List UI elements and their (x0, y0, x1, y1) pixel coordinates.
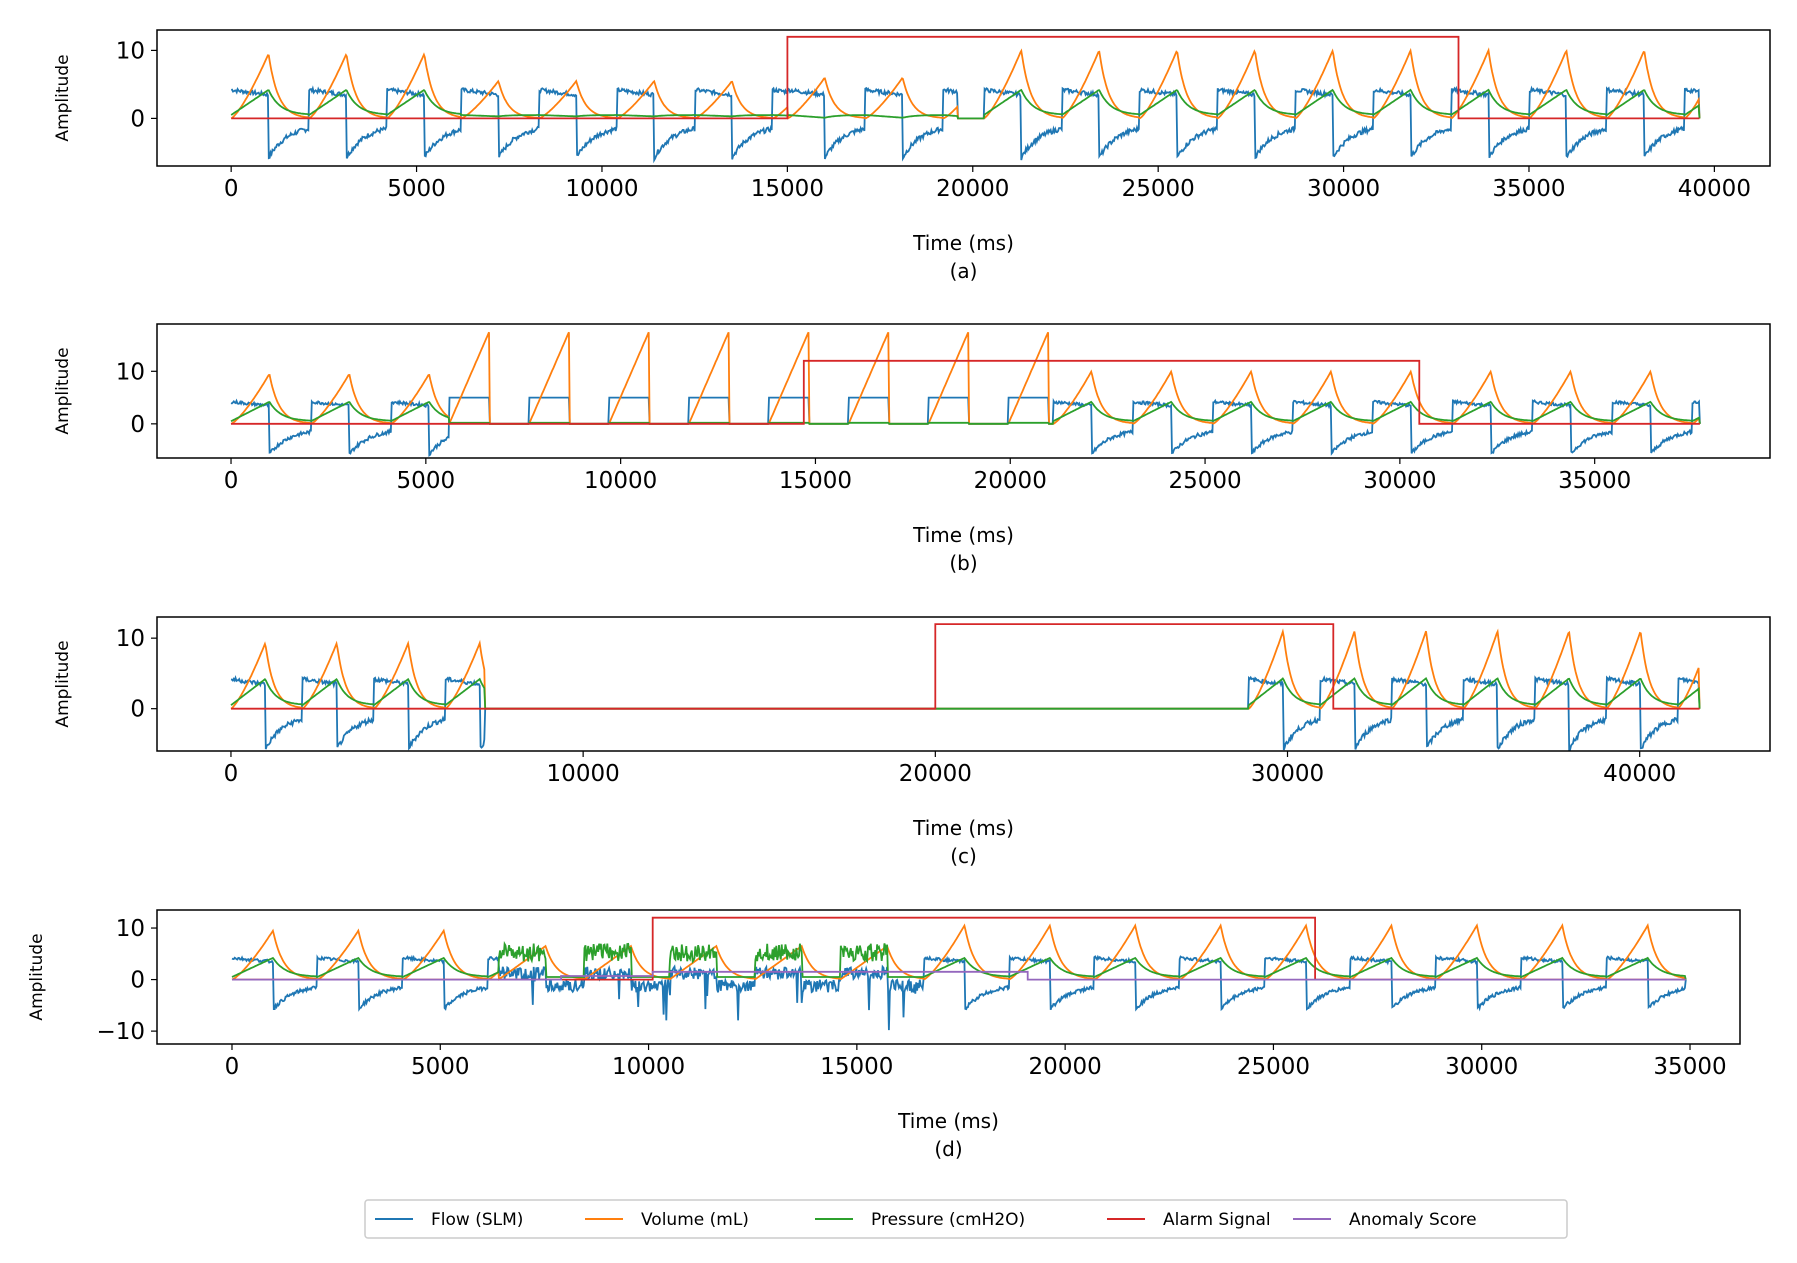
x-tick-label: 15000 (820, 1054, 893, 1080)
y-tick-label: 0 (130, 106, 145, 132)
volume-series (230, 628, 1701, 710)
x-axis-label: Time (ms) (912, 816, 1014, 840)
plot-area (230, 623, 1701, 751)
y-axis-label: Amplitude (53, 640, 73, 727)
y-tick-label: 10 (116, 916, 145, 942)
y-tick-label: 0 (130, 968, 145, 994)
y-axis-label: Amplitude (27, 933, 47, 1020)
y-tick-label: 0 (130, 697, 145, 723)
y-tick-label: −10 (96, 1019, 145, 1045)
x-tick-label: 5000 (387, 176, 446, 202)
subplot-caption: (b) (949, 551, 977, 575)
x-tick-label: 35000 (1558, 468, 1631, 494)
x-tick-label: 25000 (1122, 176, 1195, 202)
flow-series (230, 396, 1701, 457)
axes-frame (156, 616, 1771, 752)
flow-series (231, 85, 1701, 164)
x-tick-label: 0 (224, 761, 239, 787)
x-tick-label: 40000 (1603, 761, 1676, 787)
legend-label: Flow (SLM) (431, 1210, 523, 1230)
x-tick-label: 10000 (565, 176, 638, 202)
legend-label: Pressure (cmH2O) (871, 1210, 1025, 1230)
legend-label: Anomaly Score (1349, 1210, 1477, 1230)
anomaly-series (232, 970, 1686, 981)
volume-series (230, 331, 1701, 427)
x-tick-label: 15000 (779, 468, 852, 494)
x-tick-label: 20000 (899, 761, 972, 787)
x-tick-label: 0 (224, 468, 239, 494)
x-axis-label: Time (ms) (912, 231, 1014, 255)
x-tick-label: 35000 (1653, 1054, 1726, 1080)
x-tick-label: 10000 (612, 1054, 685, 1080)
pressure-series (230, 677, 1701, 710)
subplot-c: 0 10000 20000 30000 40000 0 10 Time (ms) (c) Ampl… (53, 616, 1771, 868)
alarm-series (232, 916, 1686, 981)
legend-label: Alarm Signal (1163, 1210, 1271, 1230)
pressure-series (231, 940, 1687, 980)
legend-frame (364, 1199, 1568, 1239)
legend-label: Volume (mL) (641, 1210, 749, 1230)
volume-series (230, 47, 1701, 120)
x-tick-label: 30000 (1251, 761, 1324, 787)
x-tick-label: 25000 (1237, 1054, 1310, 1080)
subplot-caption: (d) (934, 1137, 962, 1161)
plot-area (230, 35, 1701, 164)
alarm-series (231, 35, 1700, 120)
alarm-series (231, 359, 1700, 425)
y-tick-label: 10 (116, 359, 145, 385)
y-axis-label: Amplitude (53, 54, 73, 141)
x-tick-label: 0 (225, 1054, 240, 1080)
plot-area (231, 916, 1687, 1031)
x-tick-label: 10000 (547, 761, 620, 787)
axes-frame (156, 29, 1771, 167)
x-tick-label: 40000 (1678, 176, 1751, 202)
axes-frame (156, 323, 1771, 459)
subplot-b: 0 5000 10000 15000 20000 25000 30000 35000 0 10 Ti… (53, 323, 1771, 575)
subplot-caption: (c) (950, 844, 977, 868)
x-tick-label: 35000 (1492, 176, 1565, 202)
subplot-caption: (a) (950, 259, 978, 283)
x-tick-label: 30000 (1307, 176, 1380, 202)
y-tick-label: 10 (116, 626, 145, 652)
x-tick-label: 20000 (936, 176, 1009, 202)
plot-area (230, 331, 1701, 457)
x-tick-label: 20000 (1029, 1054, 1102, 1080)
flow-series (230, 675, 1701, 751)
x-tick-label: 5000 (411, 1054, 470, 1080)
x-axis-label: Time (ms) (897, 1109, 999, 1133)
x-axis-label: Time (ms) (912, 523, 1014, 547)
subplot-d: 0 5000 10000 15000 20000 25000 30000 35000 −10 0 1… (27, 909, 1741, 1161)
x-tick-label: 30000 (1445, 1054, 1518, 1080)
x-tick-label: 25000 (1168, 468, 1241, 494)
x-tick-label: 0 (224, 176, 239, 202)
y-axis-label: Amplitude (53, 347, 73, 434)
pressure-series (230, 88, 1701, 120)
subplot-a: 0 5000 10000 15000 20000 25000 30000 35000 40000… (53, 29, 1771, 283)
x-tick-label: 30000 (1363, 468, 1436, 494)
legend: Flow (SLM) Volume (mL) Pressure (cmH2O) Ala… (364, 1199, 1568, 1239)
y-tick-label: 0 (130, 412, 145, 438)
x-tick-label: 20000 (974, 468, 1047, 494)
pressure-series (230, 400, 1701, 425)
alarm-series (231, 623, 1700, 710)
flow-series (231, 954, 1687, 1031)
x-tick-label: 10000 (584, 468, 657, 494)
axes-frame (156, 909, 1741, 1045)
x-tick-label: 5000 (397, 468, 456, 494)
x-tick-label: 15000 (751, 176, 824, 202)
y-tick-label: 10 (116, 38, 145, 64)
